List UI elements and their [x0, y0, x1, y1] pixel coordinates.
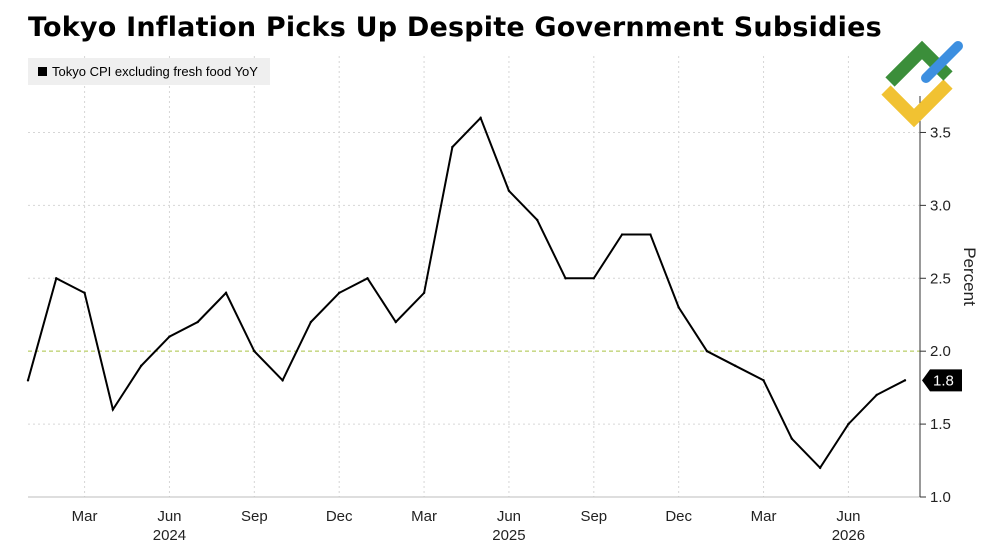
series-point	[847, 422, 850, 426]
legend-swatch	[38, 67, 47, 76]
series-point	[677, 306, 680, 309]
series-point	[196, 320, 199, 324]
x-tick-label: Mar	[411, 508, 437, 525]
x-year-label: 2024	[153, 527, 186, 544]
series-point	[536, 218, 539, 222]
x-tick-label: Jun	[157, 508, 181, 525]
legend-label: Tokyo CPI excluding fresh food YoY	[52, 64, 258, 79]
last-value-label: 1.8	[933, 372, 954, 389]
y-tick-label: 3.5	[930, 124, 951, 141]
series-points	[26, 116, 907, 470]
legend: Tokyo CPI excluding fresh food YoY	[28, 58, 270, 85]
y-axis-title: Percent	[960, 247, 979, 306]
series-point	[479, 116, 482, 120]
x-tick-label: Sep	[580, 508, 607, 525]
series-point	[762, 379, 765, 382]
series-point	[26, 379, 30, 382]
series-point	[649, 233, 652, 236]
x-tick-label: Dec	[326, 508, 353, 525]
x-tick-label: Sep	[241, 508, 268, 525]
logo-yellow-chevron	[881, 79, 953, 128]
series-point	[253, 349, 256, 353]
grid	[28, 56, 920, 498]
series-point	[818, 466, 822, 470]
chart-title: Tokyo Inflation Picks Up Despite Governm…	[28, 12, 882, 43]
logo-blue-bar	[921, 41, 963, 83]
x-tick-label: Mar	[72, 508, 98, 525]
x-axis-year-labels: 2024 2025 2026	[153, 527, 865, 544]
y-tick-label: 1.5	[930, 416, 951, 433]
series-point	[309, 320, 313, 324]
series-point	[422, 291, 426, 295]
x-axis-ticks: Mar Jun Sep Dec Mar Jun Sep Dec Mar Jun	[72, 508, 861, 525]
series-point	[111, 408, 115, 411]
series-point	[705, 349, 709, 353]
y-tick-label: 2.0	[930, 343, 951, 360]
brand-logo	[881, 40, 963, 128]
y-tick-label: 2.5	[930, 270, 951, 287]
series-point	[83, 291, 86, 295]
series-point	[620, 233, 624, 236]
series-point	[168, 335, 171, 338]
series-point	[592, 277, 596, 280]
series-point	[734, 364, 737, 367]
y-axis-ticks: 1.0 1.5 2.0 2.5 3.0 3.5	[920, 124, 951, 506]
series-point	[790, 437, 794, 440]
series-point	[451, 145, 454, 149]
series-point	[366, 277, 369, 280]
series-point	[394, 320, 397, 324]
last-value-tag: 1.8	[922, 369, 962, 392]
series-point	[139, 364, 143, 367]
x-tick-label: Jun	[836, 508, 860, 525]
x-year-label: 2026	[832, 527, 865, 544]
series-point	[903, 379, 907, 382]
series-line-tokyo-cpi	[27, 116, 906, 470]
series-point	[507, 189, 511, 192]
series-point	[564, 277, 567, 280]
y-tick-label: 1.0	[930, 489, 951, 506]
series-point	[55, 277, 58, 280]
series-point	[337, 291, 341, 295]
series-point	[224, 291, 228, 295]
x-tick-label: Mar	[751, 508, 777, 525]
series-point	[281, 379, 284, 382]
x-tick-label: Dec	[665, 508, 692, 525]
last-value-tag-background	[922, 369, 962, 392]
x-year-label: 2025	[492, 527, 525, 544]
series-point	[875, 393, 878, 397]
x-tick-label: Jun	[497, 508, 521, 525]
y-tick-label: 3.0	[930, 197, 951, 214]
